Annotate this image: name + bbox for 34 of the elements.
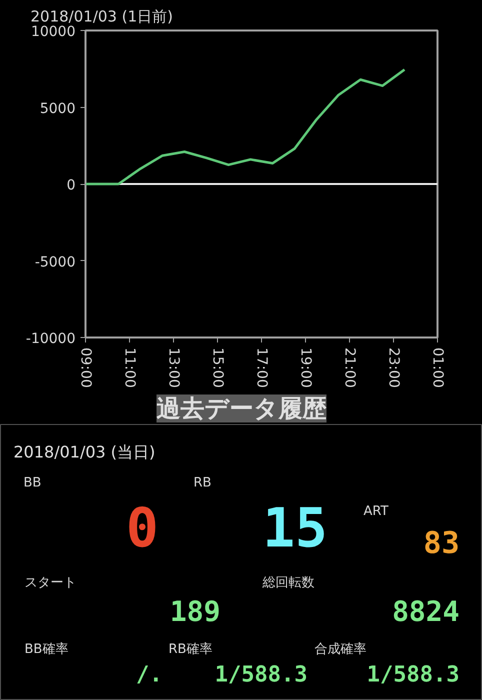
text: スタート xyxy=(24,575,76,590)
text: BB xyxy=(24,475,42,490)
text: 8824 xyxy=(392,595,460,628)
x-tick-label: 09:00 xyxy=(78,348,94,388)
text: 合成確率 xyxy=(314,640,366,657)
text: 総回転数 xyxy=(262,575,314,590)
text: 2018/01/03 (当日) xyxy=(14,442,156,462)
x-tick-label: 17:00 xyxy=(254,348,270,388)
x-tick-label: 13:00 xyxy=(166,348,182,388)
text: RB xyxy=(194,475,212,490)
x-tick-label: 11:00 xyxy=(122,348,138,388)
x-tick-label: 15:00 xyxy=(210,348,226,388)
text: 189 xyxy=(170,595,221,628)
text: 83 xyxy=(423,526,460,562)
x-tick-label: 23:00 xyxy=(386,348,402,388)
text: 1/588.3 xyxy=(214,662,308,688)
chart-title: 2018/01/03 (1日前) xyxy=(30,8,173,26)
y-tick-label: -5000 xyxy=(34,254,76,270)
text: 15 xyxy=(262,496,328,560)
text: 0 xyxy=(126,496,159,560)
line-series xyxy=(86,68,406,186)
text: /. xyxy=(136,662,163,688)
text: 1/588.3 xyxy=(366,662,460,688)
text: BB確率 xyxy=(24,640,68,657)
x-tick-label: 01:00 xyxy=(430,348,446,388)
y-tick-label: 10000 xyxy=(30,24,76,40)
x-tick-label: 21:00 xyxy=(342,348,358,388)
y-tick-label: 5000 xyxy=(40,100,76,117)
x-tick-label: 19:00 xyxy=(298,348,314,388)
text: 過去データ履歴 xyxy=(156,394,326,422)
y-tick-label: -10000 xyxy=(26,331,76,347)
text: ART xyxy=(364,504,388,519)
y-tick-label: 0 xyxy=(66,178,76,194)
text: RB確率 xyxy=(168,640,212,657)
